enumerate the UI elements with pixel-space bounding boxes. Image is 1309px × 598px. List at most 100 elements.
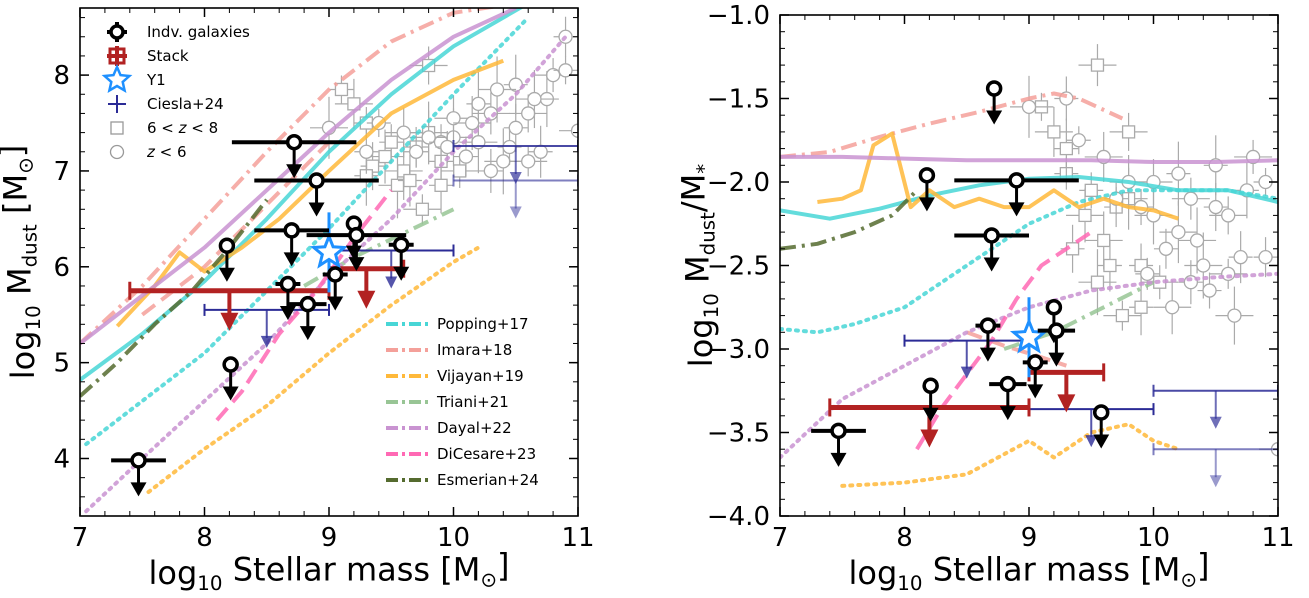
y-tick-label: −1.5 bbox=[707, 85, 770, 115]
literature-point-z6 bbox=[1233, 249, 1248, 265]
galaxy-marker bbox=[985, 80, 1003, 97]
x-tick-label: 11 bbox=[1261, 523, 1294, 553]
legend-label: Dayal+22 bbox=[437, 419, 512, 437]
galaxy-arrow-head bbox=[348, 257, 365, 272]
model-curves bbox=[780, 91, 1278, 488]
legend-label: Popping+17 bbox=[437, 315, 529, 333]
literature-point-z6 bbox=[1071, 133, 1086, 148]
literature-point-z6 bbox=[465, 115, 480, 131]
literature-point-z6-8 bbox=[415, 202, 430, 216]
galaxy-marker bbox=[279, 275, 297, 293]
galaxy-marker bbox=[918, 167, 936, 184]
literature-point-z6-8 bbox=[1097, 233, 1111, 248]
galaxy-marker bbox=[983, 227, 1000, 244]
y-tick-label: −3.0 bbox=[707, 335, 770, 365]
galaxy-upper-limit bbox=[254, 172, 379, 217]
ciesla24-limits bbox=[903, 334, 1278, 488]
model-curve-dicesare-23 bbox=[215, 188, 393, 422]
literature-point-z6 bbox=[558, 63, 573, 78]
galaxy-arrow-head bbox=[222, 386, 239, 401]
stack-arrow-head bbox=[357, 290, 376, 309]
galaxy-upper-limit bbox=[954, 227, 1029, 272]
model-curve-triani-21 bbox=[303, 207, 455, 288]
legend-item: 6 < z < 8 bbox=[110, 119, 218, 137]
literature-point-z6 bbox=[1171, 166, 1186, 181]
y-tick-label: −3.5 bbox=[707, 419, 770, 449]
ciesla24-arrow-head bbox=[960, 366, 973, 379]
literature-point-z6 bbox=[508, 120, 523, 135]
model-curve-popping-17 bbox=[780, 175, 1278, 221]
y-axis-title: log10​ Mdust​/M*​ bbox=[675, 164, 723, 367]
legend-label: Vijayan+19 bbox=[437, 367, 524, 385]
legend-label: Stack bbox=[147, 47, 189, 65]
literature-point-z6 bbox=[1258, 249, 1273, 265]
legend-item: Y1 bbox=[101, 63, 166, 94]
y-tick-label: 4 bbox=[53, 444, 70, 474]
galaxy-arrow-head bbox=[393, 266, 410, 281]
legend-marker-circle bbox=[109, 24, 125, 40]
galaxy-upper-limit bbox=[811, 422, 866, 467]
ciesla24-arrow-head bbox=[509, 206, 522, 219]
literature-point-z6-8 bbox=[1059, 141, 1073, 156]
literature-point-z6 bbox=[1171, 224, 1186, 240]
right-panel: 7 8 9 10 11 −4.0 −3.5 −3.0 −2.5 −2.0 −1.5 −1.0 log10… bbox=[675, 1, 1295, 595]
literature-point-z6 bbox=[408, 144, 424, 159]
galaxy-marker bbox=[1026, 354, 1044, 371]
literature-point-z6 bbox=[458, 149, 474, 164]
x-tick-label: 10 bbox=[1137, 523, 1170, 553]
ciesla24-arrow-head bbox=[260, 335, 273, 348]
literature-point-z6-8 bbox=[403, 173, 417, 188]
galaxy-marker bbox=[1048, 322, 1065, 339]
galaxy-upper-limit bbox=[1037, 322, 1076, 367]
ciesla24-arrow-head bbox=[509, 172, 522, 185]
galaxy-marker bbox=[1008, 172, 1025, 189]
galaxy-marker bbox=[979, 317, 997, 334]
legend-label: Ciesla+24 bbox=[147, 95, 224, 113]
x-tick-label: 7 bbox=[772, 523, 789, 553]
galaxy-upper-limit bbox=[954, 172, 1079, 217]
ciesla24-arrow-head bbox=[1085, 435, 1098, 448]
model-curve-triani-21 bbox=[1003, 280, 1155, 351]
legend-label: Y1 bbox=[146, 71, 166, 89]
model-curve-popping-17 bbox=[84, 15, 531, 447]
galaxy-upper-limit bbox=[989, 375, 1027, 421]
legend-item: Triani+21 bbox=[386, 393, 509, 411]
x-tick-label: 10 bbox=[437, 523, 470, 553]
galaxy-marker bbox=[326, 266, 344, 283]
literature-point-z6 bbox=[496, 154, 511, 169]
ciesla24-arrow-head bbox=[385, 276, 398, 289]
galaxy-marker bbox=[308, 172, 325, 189]
legend-label: Esmerian+24 bbox=[437, 471, 539, 489]
legend-marker-circle bbox=[109, 144, 125, 160]
literature-point-z6 bbox=[1202, 283, 1217, 298]
galaxy-marker bbox=[1092, 404, 1110, 421]
galaxy-upper-limit bbox=[975, 317, 1001, 362]
galaxy-arrow-head bbox=[130, 482, 147, 497]
legend-marker-star bbox=[101, 63, 133, 94]
galaxy-arrow-head bbox=[279, 306, 296, 321]
galaxy-arrow-head bbox=[1048, 352, 1065, 367]
galaxy-marker bbox=[999, 375, 1017, 393]
literature-point-z6 bbox=[489, 82, 505, 97]
model-curve-dayal-22 bbox=[80, 8, 517, 346]
x-tick-label: 9 bbox=[1021, 523, 1038, 553]
stack-arrow-head bbox=[920, 429, 939, 448]
literature-point-z6-8 bbox=[1047, 125, 1061, 139]
galaxy-arrow-head bbox=[1008, 202, 1025, 217]
galaxy-marker bbox=[283, 222, 300, 239]
y-tick-label: 8 bbox=[53, 61, 70, 91]
stack-arrow-head bbox=[220, 312, 239, 331]
y-tick-label: −2.5 bbox=[707, 252, 770, 282]
x-axis-title: log10​ Stellar mass [M⊙​] bbox=[849, 547, 1210, 595]
model-curve-imara-18 bbox=[780, 91, 1124, 159]
galaxy-upper-limit bbox=[1092, 404, 1110, 449]
legend-item: Dayal+22 bbox=[386, 419, 512, 437]
literature-point-z6 bbox=[1196, 258, 1211, 273]
model-curve-imara-18 bbox=[80, 8, 498, 345]
model-curve-vijayan-19 bbox=[115, 58, 505, 328]
literature-point-z6-8 bbox=[1115, 308, 1130, 323]
galaxy-marker bbox=[922, 377, 939, 394]
galaxy-arrow-head bbox=[218, 267, 235, 282]
model-curve-vijayan-19 bbox=[840, 422, 1181, 488]
galaxy-marker bbox=[222, 356, 239, 373]
